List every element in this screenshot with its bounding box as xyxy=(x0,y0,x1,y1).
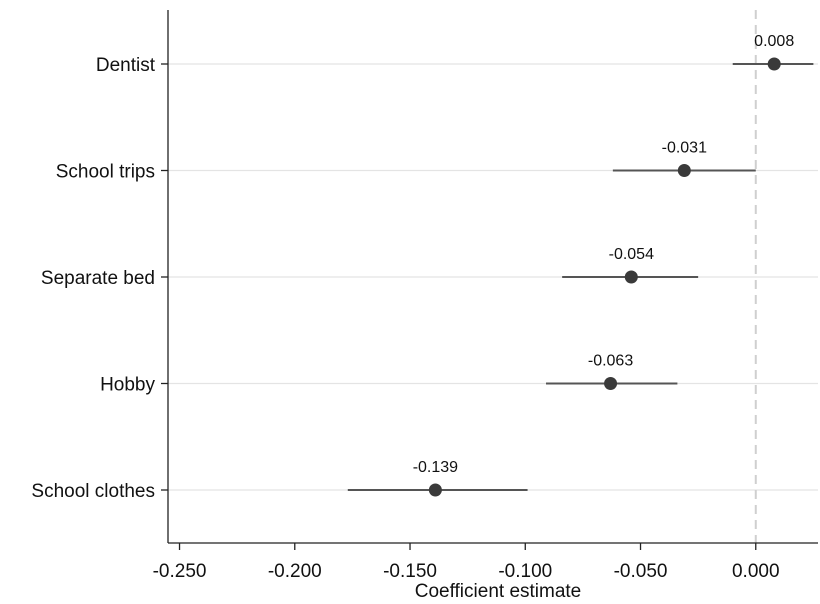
y-tick-label: Hobby xyxy=(100,375,155,396)
point-estimate xyxy=(767,57,781,71)
point-estimate xyxy=(428,483,442,497)
y-tick-label: School trips xyxy=(56,162,155,183)
x-tick-label: 0.000 xyxy=(732,561,780,582)
value-label: -0.063 xyxy=(588,353,633,370)
point-estimate xyxy=(624,270,638,284)
x-tick-label: -0.200 xyxy=(268,561,322,582)
x-tick-label: -0.100 xyxy=(498,561,552,582)
value-label: 0.008 xyxy=(754,33,794,50)
value-label: -0.139 xyxy=(413,459,458,476)
x-tick-label: -0.250 xyxy=(153,561,207,582)
x-axis-label: Coefficient estimate xyxy=(415,581,582,602)
y-tick-label: Dentist xyxy=(96,55,156,76)
point-estimate xyxy=(677,164,691,177)
x-tick-label: -0.150 xyxy=(383,561,437,582)
value-label: -0.031 xyxy=(662,140,707,157)
y-tick-label: Separate bed xyxy=(41,268,155,289)
value-label: -0.054 xyxy=(609,246,654,263)
point-estimate xyxy=(604,377,618,390)
x-tick-label: -0.050 xyxy=(614,561,668,582)
y-tick-label: School clothes xyxy=(31,481,155,502)
